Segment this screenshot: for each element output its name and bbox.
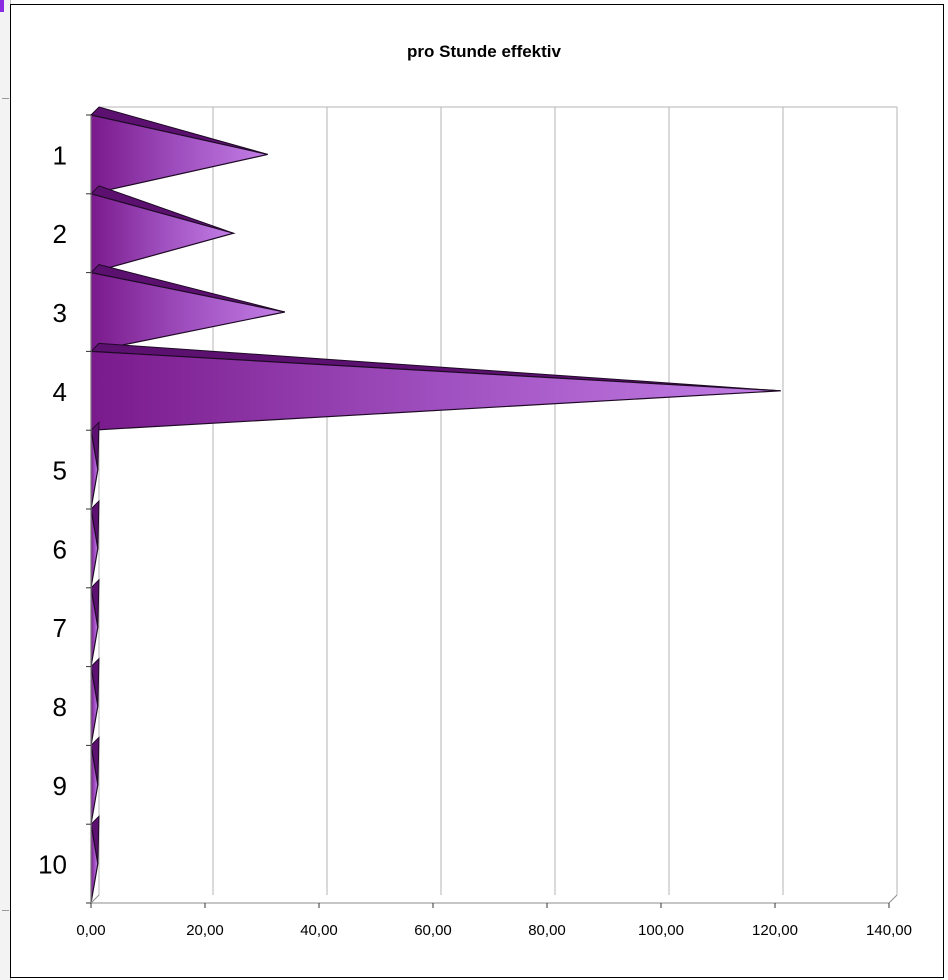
category-label: 10 [38, 850, 67, 880]
x-tick-label: 140,00 [866, 922, 912, 939]
category-label: 6 [53, 534, 67, 564]
bar [90, 193, 236, 274]
selection-accent [0, 0, 4, 12]
bar [90, 350, 781, 431]
x-tick-label: 20,00 [186, 922, 224, 939]
chart-area[interactable]: pro Stunde effektiv 1 2 3 4 5 6 7 8 9 10 0,00 20,00… [10, 4, 944, 978]
category-label: 3 [53, 298, 67, 328]
category-label: 8 [53, 692, 67, 722]
x-tick-label: 120,00 [752, 922, 798, 939]
category-label: 4 [53, 377, 67, 407]
bar [90, 114, 268, 195]
axis-depth-line [90, 894, 100, 904]
bar [90, 271, 285, 353]
x-tick-label: 60,00 [414, 922, 452, 939]
category-label: 7 [53, 613, 67, 643]
grid-lines [98, 106, 898, 895]
bars [89, 106, 781, 904]
x-tick-label: 80,00 [528, 922, 566, 939]
category-label: 1 [53, 140, 67, 170]
sheet-row-tick [2, 98, 9, 99]
sheet-row-tick [2, 910, 9, 911]
category-label: 9 [53, 771, 67, 801]
x-tick-label: 100,00 [638, 922, 684, 939]
x-tick-label: 40,00 [300, 922, 338, 939]
category-label: 2 [53, 219, 67, 249]
category-label: 5 [53, 456, 67, 486]
axis-depth-line [888, 894, 898, 904]
chart-title: pro Stunde effektiv [407, 42, 562, 61]
x-tick-label: 0,00 [76, 922, 105, 939]
